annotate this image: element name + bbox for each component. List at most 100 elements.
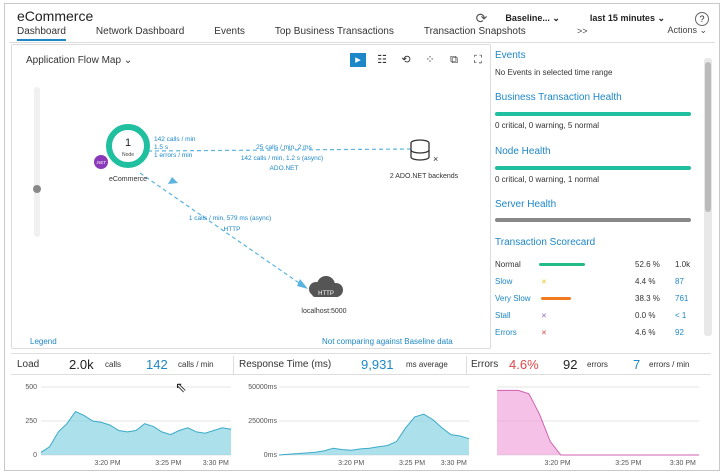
- server-health-title[interactable]: Server Health: [495, 199, 557, 210]
- help-icon[interactable]: ?: [695, 11, 709, 26]
- scorecard-row-very-slow[interactable]: Very Slow 38.3 % 761: [495, 292, 691, 306]
- health-panel: Events No Events in selected time range …: [493, 44, 693, 349]
- edge-label: 142 calls / min: [154, 136, 196, 143]
- load-chart[interactable]: 500 250 0 3:20 PM 3:25 PM 3:30 PM: [9, 379, 235, 467]
- flow-map-panel: Application Flow Map ⌄ ▸ ☷ ⟲ ⁘ ⧉ ⛶ 1 Nod…: [11, 44, 491, 349]
- metric-divider: [466, 356, 467, 374]
- zoom-slider[interactable]: [34, 87, 40, 237]
- server-health-bar: [495, 218, 691, 222]
- load-calls-unit: calls: [105, 360, 122, 369]
- x-tick-label: 3:25 PM: [399, 460, 425, 467]
- response-time-value[interactable]: 9,931: [361, 357, 394, 372]
- scorecard-count: 87: [675, 277, 684, 286]
- scorecard-pct: 0.0 %: [635, 311, 656, 320]
- flow-layout-icon[interactable]: ▸: [350, 53, 366, 67]
- dotnet-badge-label: .NET: [96, 160, 107, 165]
- load-rate-unit: calls / min: [178, 360, 214, 369]
- app-node-count: 1: [125, 137, 131, 149]
- nodes-icon[interactable]: ⧉: [450, 54, 458, 66]
- x-tick-label: 3:25 PM: [155, 460, 181, 467]
- flow-map-title-label: Application Flow Map: [26, 55, 122, 66]
- x-tick-label: 3:30 PM: [670, 460, 696, 467]
- x-tick-label: 3:20 PM: [338, 460, 364, 467]
- y-tick-label: 0: [33, 452, 37, 459]
- errors-count-unit: errors: [587, 360, 608, 369]
- errors-rate-unit: errors / min: [649, 360, 690, 369]
- app-node-name: eCommerce: [109, 176, 147, 183]
- edge-to-ado-backends[interactable]: [147, 148, 413, 152]
- events-text: No Events in selected time range: [495, 68, 613, 77]
- errors-chart[interactable]: 3:20 PM 3:25 PM 3:30 PM: [481, 379, 703, 467]
- tab-network-dashboard[interactable]: Network Dashboard: [95, 26, 185, 37]
- edge-label: 142 calls / min, 1.2 s (async): [241, 155, 323, 162]
- x-tick-label: 3:20 PM: [94, 460, 120, 467]
- scorecard-row-errors[interactable]: Errors ✕ 4.6 % 92: [495, 326, 691, 340]
- app-node-ring[interactable]: [106, 124, 150, 168]
- scorecard-label: Normal: [495, 260, 521, 269]
- scorecard-row-stall[interactable]: Stall ✕ 0.0 % < 1: [495, 309, 691, 323]
- rotate-icon[interactable]: ⟲: [401, 54, 411, 66]
- flow-map-title[interactable]: Application Flow Map ⌄: [26, 55, 133, 66]
- edge-arrowhead: [297, 279, 308, 289]
- tab-transaction-snapshots[interactable]: Transaction Snapshots: [423, 26, 526, 37]
- zoom-slider-handle[interactable]: [33, 185, 41, 193]
- load-rate-value[interactable]: 142: [146, 357, 168, 372]
- series-line: [497, 389, 699, 456]
- tab-dashboard[interactable]: Dashboard: [17, 26, 66, 41]
- baseline-note-link[interactable]: Not comparing against Baseline data: [322, 337, 453, 346]
- node-health-title[interactable]: Node Health: [495, 146, 551, 157]
- dotnet-badge-icon: [94, 155, 108, 169]
- series-line: [278, 413, 470, 456]
- errors-rate-value[interactable]: 7: [633, 357, 641, 372]
- baseline-dropdown[interactable]: Baseline... ⌄: [505, 13, 560, 23]
- http-node-label: localhost:5000: [301, 308, 346, 315]
- cloud-icon[interactable]: [309, 276, 343, 297]
- tab-top-business-transactions[interactable]: Top Business Transactions: [274, 26, 394, 37]
- edge-arrowhead: [168, 177, 178, 184]
- tab-events[interactable]: Events: [214, 26, 245, 37]
- actions-label: Actions: [667, 25, 697, 35]
- scorecard-row-slow[interactable]: Slow ✕ 4.4 % 87: [495, 275, 691, 289]
- header-controls: ⟳ Baseline... ⌄ last 15 minutes ⌄ ?: [476, 10, 709, 27]
- scorecard-bar: [541, 297, 571, 300]
- edge-to-http[interactable]: [139, 172, 303, 286]
- series-line: [40, 410, 232, 453]
- node-health-bar: [495, 166, 691, 170]
- errors-pct-value[interactable]: 4.6%: [509, 357, 539, 372]
- grid-view-icon[interactable]: ☷: [377, 54, 387, 66]
- actions-menu[interactable]: Actions ⌄: [667, 25, 707, 35]
- flow-map-toolbar: ▸ ☷ ⟲ ⁘ ⧉ ⛶: [350, 53, 486, 67]
- edge-label: 1 errors / min: [154, 152, 193, 159]
- legend-link[interactable]: Legend: [30, 337, 57, 346]
- events-title[interactable]: Events: [495, 50, 526, 61]
- x-tick-label: 3:20 PM: [545, 460, 571, 467]
- backend-label: 2 ADO.NET backends: [390, 173, 459, 180]
- y-tick-label: 25000ms: [248, 418, 277, 425]
- errors-label: Errors: [471, 359, 499, 370]
- node-health-text: 0 critical, 0 warning, 1 normal: [495, 175, 600, 184]
- health-panel-scroll-thumb[interactable]: [705, 62, 711, 212]
- response-time-chart[interactable]: 50000ms 25000ms 0ms 3:20 PM 3:25 PM 3:30 PM: [237, 379, 473, 467]
- expand-icon[interactable]: ⛶: [474, 54, 482, 66]
- edge-label: 25 calls / min, 2 ms: [256, 144, 312, 151]
- scorecard-row-normal[interactable]: Normal 52.6 % 1.0k: [495, 258, 691, 272]
- app-title: eCommerce: [17, 8, 94, 24]
- x-tick-label: 3:25 PM: [615, 460, 641, 467]
- baseline-label: Baseline...: [505, 13, 550, 23]
- tiles-icon[interactable]: ⁘: [425, 54, 435, 66]
- scorecard-label: Stall: [495, 311, 511, 320]
- load-calls-value: 2.0k: [69, 357, 94, 372]
- scorecard-title[interactable]: Transaction Scorecard: [495, 237, 596, 248]
- refresh-icon[interactable]: ⟳: [475, 10, 488, 26]
- time-range-dropdown[interactable]: last 15 minutes ⌄: [589, 13, 665, 23]
- slow-marker-icon: ✕: [541, 279, 547, 286]
- database-icon[interactable]: ×: [410, 139, 438, 164]
- mouse-pointer-icon: ⇖: [175, 379, 187, 395]
- series-area: [497, 390, 699, 455]
- metrics-strip: Load 2.0k calls 142 calls / min Response…: [11, 353, 711, 375]
- edge-label: 1 calls / min, 579 ms (async): [189, 215, 271, 222]
- more-tabs-button[interactable]: >>: [577, 26, 588, 36]
- svg-text:×: ×: [433, 154, 438, 164]
- bt-health-title[interactable]: Business Transaction Health: [495, 92, 622, 103]
- bt-health-text: 0 critical, 0 warning, 5 normal: [495, 121, 600, 130]
